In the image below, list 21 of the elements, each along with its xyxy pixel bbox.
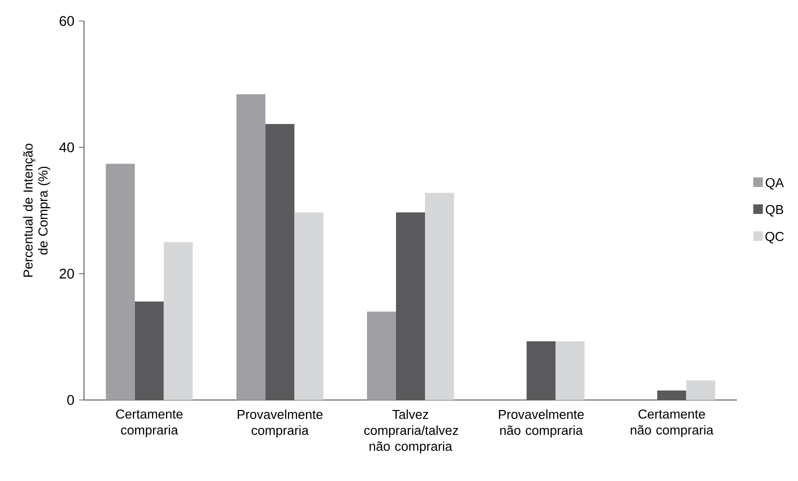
bar — [294, 212, 324, 400]
x-tick-label: Certamente compraria — [116, 409, 183, 438]
bar — [424, 192, 454, 400]
y-tick-label: 60 — [60, 16, 74, 26]
bar — [106, 164, 135, 400]
y-axis-title: Percentual de Intenção de Compra (%) — [23, 144, 50, 277]
bar — [236, 94, 266, 400]
bar — [164, 242, 193, 400]
y-tick-label: 20 — [60, 268, 74, 279]
x-tick-label: Provavelmente compraria — [238, 409, 323, 438]
bar — [367, 312, 396, 400]
y-tick-label: 0 — [67, 395, 74, 405]
legend-label: QC — [765, 232, 784, 244]
y-tick-label: 40 — [59, 142, 74, 152]
x-tick-label: Talvez compraria/talvez não compraria — [364, 409, 458, 454]
x-tick-label: Provavelmente não compraria — [498, 409, 584, 438]
bar — [686, 380, 716, 400]
x-tick-label: Certamente não compraria — [630, 409, 714, 438]
legend-label: QA — [766, 178, 784, 190]
legend-label: QB — [766, 205, 784, 217]
bar — [556, 341, 585, 400]
